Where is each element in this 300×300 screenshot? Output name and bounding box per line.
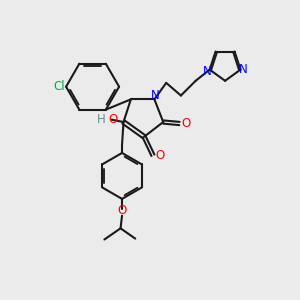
Text: O: O [182,117,191,130]
Text: N: N [203,64,212,78]
Text: N: N [238,62,247,76]
Text: O: O [155,149,164,162]
Text: Cl: Cl [53,80,64,93]
Text: H: H [97,113,105,126]
Text: N: N [151,89,160,102]
Text: O: O [117,204,127,217]
Text: O: O [108,113,117,126]
